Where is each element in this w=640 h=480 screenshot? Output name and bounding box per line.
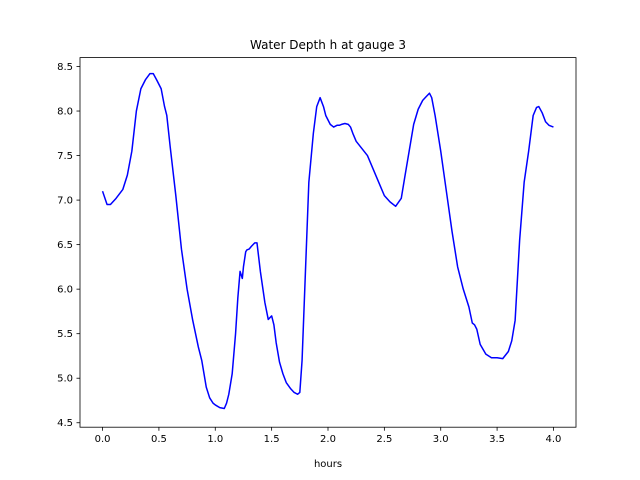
x-tick-label: 4.0	[546, 434, 562, 445]
y-tick-label: 6.0	[57, 285, 73, 296]
y-tick-label: 5.0	[57, 374, 73, 385]
x-axis-ticks: 0.0 0.5 1.0 1.5 2.0 2.5 3.0 3.5 4.0	[95, 427, 562, 445]
x-tick-label: 0.0	[95, 434, 111, 445]
y-tick-label: 8.5	[57, 62, 73, 73]
chart-title: Water Depth h at gauge 3	[250, 38, 406, 52]
y-tick-label: 7.0	[57, 196, 73, 207]
y-tick-label: 4.5	[57, 418, 73, 429]
x-tick-label: 0.5	[151, 434, 167, 445]
x-tick-label: 2.0	[320, 434, 336, 445]
x-tick-label: 3.5	[489, 434, 505, 445]
x-tick-label: 1.0	[207, 434, 223, 445]
x-tick-label: 2.5	[376, 434, 392, 445]
x-tick-label: 1.5	[264, 434, 280, 445]
x-tick-label: 3.0	[433, 434, 449, 445]
y-tick-label: 8.0	[57, 107, 73, 118]
y-tick-label: 6.5	[57, 240, 73, 251]
x-axis-label: hours	[314, 459, 342, 470]
y-tick-label: 5.5	[57, 329, 73, 340]
series-layer	[101, 72, 554, 410]
series-line-0	[101, 72, 554, 410]
y-axis-ticks: 4.5 5.0 5.5 6.0 6.5 7.0 7.5 8.0 8.5	[57, 62, 80, 429]
y-tick-label: 7.5	[57, 151, 73, 162]
